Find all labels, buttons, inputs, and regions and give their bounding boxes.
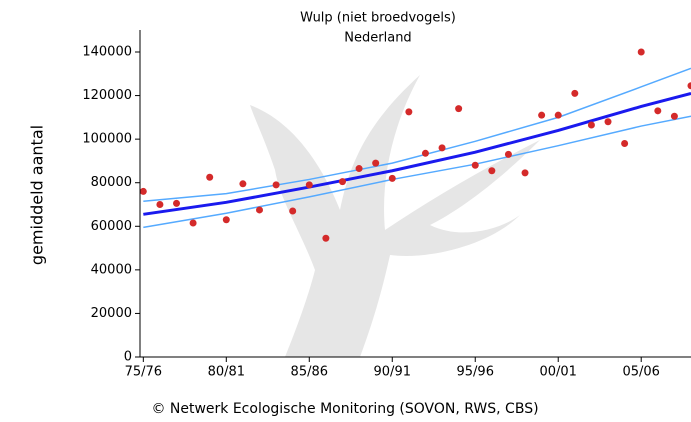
data-point bbox=[455, 105, 462, 112]
data-point bbox=[571, 90, 578, 97]
y-tick-label: 40000 bbox=[91, 262, 132, 277]
data-point bbox=[156, 201, 163, 208]
x-tick-label: 00/01 bbox=[539, 365, 576, 380]
data-point bbox=[422, 150, 429, 157]
data-point bbox=[372, 160, 379, 167]
data-point bbox=[256, 206, 263, 213]
data-point bbox=[638, 49, 645, 56]
data-point bbox=[140, 188, 147, 195]
data-point bbox=[273, 181, 280, 188]
y-tick-label: 100000 bbox=[82, 132, 132, 147]
data-point bbox=[173, 200, 180, 207]
data-point bbox=[472, 162, 479, 169]
y-tick-label: 120000 bbox=[82, 88, 132, 103]
data-point bbox=[239, 180, 246, 187]
data-point bbox=[505, 151, 512, 158]
data-point bbox=[588, 121, 595, 128]
data-point bbox=[488, 167, 495, 174]
x-tick-label: 80/81 bbox=[208, 365, 245, 380]
y-tick-label: 0 bbox=[124, 350, 132, 365]
y-tick-label: 80000 bbox=[91, 175, 132, 190]
data-point bbox=[439, 144, 446, 151]
data-point bbox=[190, 220, 197, 227]
y-tick-label: 20000 bbox=[91, 306, 132, 321]
x-tick-label: 85/86 bbox=[291, 365, 328, 380]
data-point bbox=[356, 165, 363, 172]
x-tick-label: 95/96 bbox=[457, 365, 494, 380]
x-tick-label: 90/91 bbox=[374, 365, 411, 380]
x-tick-label: 05/06 bbox=[622, 365, 659, 380]
data-point bbox=[339, 178, 346, 185]
data-point bbox=[289, 208, 296, 215]
data-point bbox=[322, 235, 329, 242]
data-point bbox=[605, 118, 612, 125]
y-tick-label: 140000 bbox=[82, 45, 132, 60]
chart-subtitle: Nederland bbox=[344, 31, 411, 46]
chart-title: Wulp (niet broedvogels) bbox=[300, 11, 456, 26]
data-point bbox=[671, 113, 678, 120]
data-point bbox=[621, 140, 628, 147]
footer: © Netwerk Ecologische Monitoring (SOVON,… bbox=[151, 401, 538, 417]
x-tick-label: 75/76 bbox=[125, 365, 162, 380]
y-axis-label: gemiddeld aantal bbox=[28, 125, 47, 265]
data-point bbox=[405, 108, 412, 115]
data-point bbox=[538, 112, 545, 119]
data-point bbox=[206, 174, 213, 181]
data-point bbox=[389, 175, 396, 182]
data-point bbox=[522, 169, 529, 176]
data-point bbox=[223, 216, 230, 223]
data-point bbox=[555, 112, 562, 119]
data-point bbox=[306, 181, 313, 188]
y-tick-label: 60000 bbox=[91, 219, 132, 234]
data-point bbox=[654, 107, 661, 114]
